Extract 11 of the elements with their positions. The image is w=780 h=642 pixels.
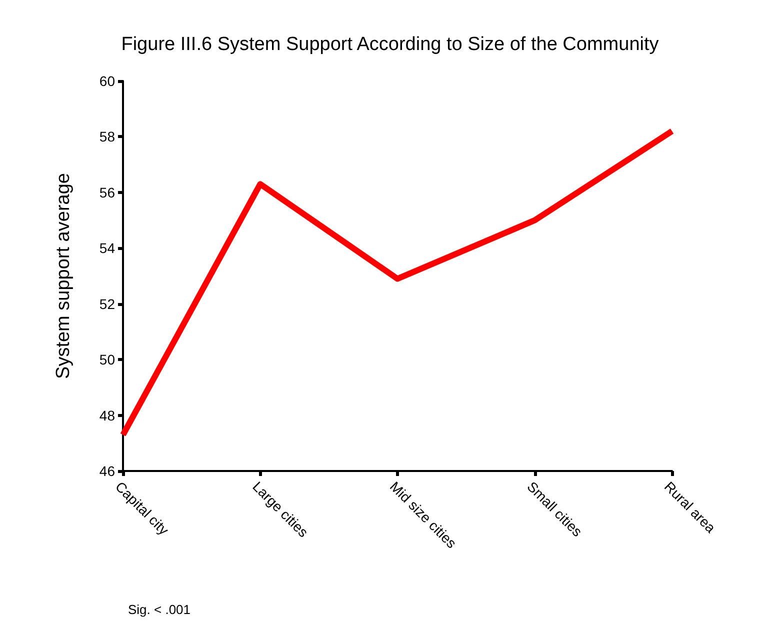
y-axis-title: System support average [53,173,74,379]
y-tick-label: 60 [99,73,116,89]
y-tick-label: 58 [99,128,116,145]
y-tick-label: 54 [99,240,116,256]
text: Sig. < .001 [128,602,191,617]
chart-title: Figure III.6 System Support According to Size of the Community [121,34,660,55]
y-tick-label: 52 [99,296,116,312]
y-tick-label: 48 [99,407,116,424]
y-tick-label: 56 [99,184,116,200]
y-tick-label: 50 [99,352,116,368]
y-tick-label: 46 [99,463,116,479]
